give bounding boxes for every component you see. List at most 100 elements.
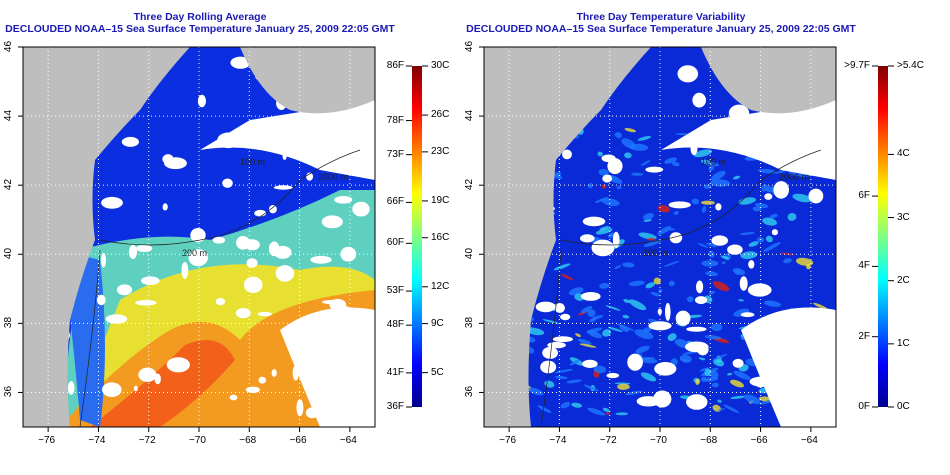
cloud-mask <box>181 261 189 279</box>
lat-tick-label: 38 <box>3 317 15 329</box>
us-coast-land <box>23 47 190 427</box>
cloud-mask <box>535 301 556 313</box>
lon-tick-label: −76 <box>38 435 56 446</box>
colorbar-label-f: 2F <box>858 330 870 342</box>
variability-patch <box>643 219 652 222</box>
cloud-mask <box>696 280 704 294</box>
colorbar-label-c: 0C <box>897 401 910 412</box>
contour-label: 100 m <box>701 157 726 167</box>
variability-patch <box>732 268 746 276</box>
cloud-mask <box>732 358 744 368</box>
cloud-mask <box>162 154 174 165</box>
cloud-mask <box>654 362 677 376</box>
variability-patch <box>738 299 744 302</box>
variability-patch <box>813 302 828 310</box>
variability-patch <box>732 175 741 180</box>
variability-patch <box>617 383 630 390</box>
colorbar-label-f: 73F <box>386 148 404 160</box>
variability-patch <box>727 372 733 376</box>
cloud-mask <box>773 181 789 199</box>
cloud-mask <box>222 178 233 188</box>
variability-patch <box>712 281 730 292</box>
map-subtitle: DECLOUDED NOAA–15 Sea Surface Temperatur… <box>466 23 856 35</box>
variability-patch <box>787 212 797 221</box>
variability-patch <box>710 179 731 187</box>
cloud-mask <box>740 312 755 318</box>
lon-tick-label: −72 <box>138 435 156 446</box>
lon-tick-label: −64 <box>339 435 357 446</box>
variability-patch <box>588 183 593 189</box>
variability-patch <box>643 239 662 248</box>
cloud-mask <box>540 360 557 374</box>
variability-patch <box>537 405 552 413</box>
variability-patch <box>720 255 730 260</box>
variability-patch <box>673 211 679 215</box>
lon-tick-label: −64 <box>800 435 818 446</box>
cloud-mask <box>133 385 138 392</box>
colorbar-label-c: 1C <box>897 337 910 349</box>
variability-patch <box>712 353 728 361</box>
cloud-mask <box>197 94 206 108</box>
colorbar-label-f: >9.7F <box>844 60 870 71</box>
cloud-mask <box>582 216 606 227</box>
cloud-mask <box>581 292 601 301</box>
cloud-mask <box>129 244 137 260</box>
cloud-mask <box>665 302 671 321</box>
lon-tick-label: −76 <box>499 435 517 446</box>
variability-patch <box>628 299 647 311</box>
variability-patch <box>605 305 621 311</box>
variability-patch <box>631 172 644 176</box>
cloud-mask <box>254 209 267 217</box>
variability-patch <box>619 325 630 332</box>
variability-patch <box>624 127 637 133</box>
cloud-mask <box>601 154 616 163</box>
variability-patch <box>657 226 672 235</box>
variability-patch <box>650 292 661 297</box>
contour-label: 100 m <box>240 157 265 167</box>
variability-patch <box>594 196 609 204</box>
cloud-mask <box>136 244 153 252</box>
colorbar-label-c: 30C <box>431 60 450 71</box>
variability-patch <box>599 282 610 289</box>
cloud-mask <box>771 229 778 236</box>
variability-patch <box>698 357 706 361</box>
cloud-mask <box>695 296 708 305</box>
contour-label: 2000 m <box>318 172 348 182</box>
colorbar-label-f: 53F <box>386 285 404 297</box>
cloud-mask <box>560 313 571 321</box>
lat-tick-label: 44 <box>464 110 476 122</box>
variability-patch <box>664 157 678 164</box>
lon-tick-label: −70 <box>189 435 206 446</box>
variability-patch <box>593 365 606 374</box>
variability-patch <box>638 232 657 240</box>
contour-label: 200 m <box>643 248 668 258</box>
variability-patch <box>667 333 677 341</box>
variability-patch <box>623 298 630 304</box>
colorbar <box>878 66 888 407</box>
variability-patch <box>763 300 782 307</box>
cloud-mask <box>229 394 238 401</box>
variability-patch <box>717 399 722 403</box>
cloud-mask <box>321 215 343 229</box>
variability-patch <box>653 277 661 285</box>
cloud-mask <box>102 382 122 398</box>
colorbar-label-f: 0F <box>858 401 870 412</box>
cloud-mask <box>105 314 128 324</box>
variability-patch <box>614 265 622 270</box>
variability-patch <box>568 287 584 296</box>
variability-patch <box>628 280 645 287</box>
cloud-mask <box>268 205 277 214</box>
variability-patch <box>711 382 719 388</box>
variability-patch <box>640 160 651 166</box>
variability-patch <box>657 205 671 213</box>
colorbar-label-f: 60F <box>386 237 404 249</box>
variability-patch <box>602 407 610 413</box>
colorbar-label-c: 3C <box>897 211 910 223</box>
colorbar-label-c: 26C <box>431 109 450 121</box>
variability-patch <box>571 402 583 408</box>
variability-patch <box>730 395 746 400</box>
variability-patch <box>553 263 571 271</box>
cloud-mask <box>334 196 353 204</box>
variability-map-panel: Three Day Temperature Variability DECLOUD… <box>461 0 936 475</box>
cloud-mask <box>741 307 836 427</box>
